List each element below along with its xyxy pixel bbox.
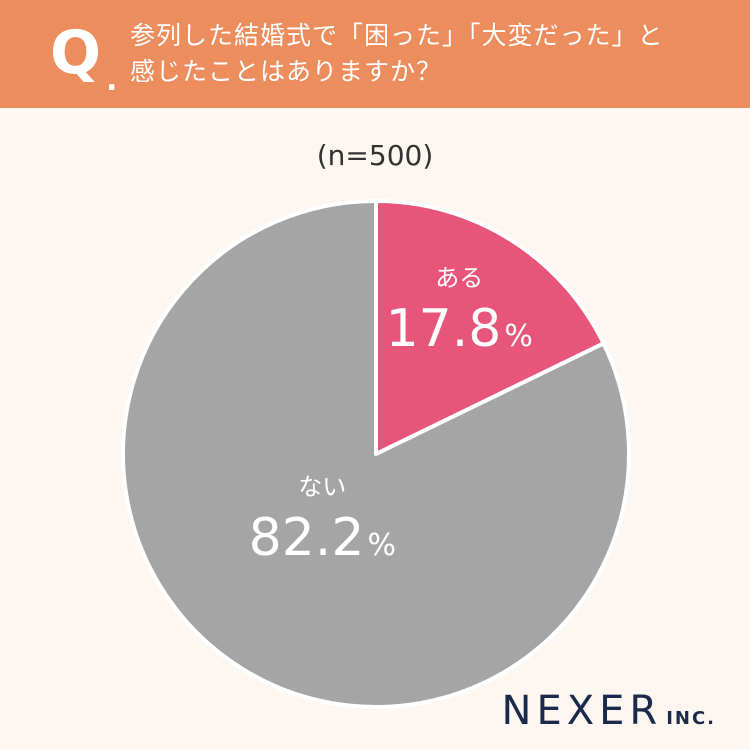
pie-slice-value-label: 82.2% xyxy=(249,508,396,568)
question-header: Q . 参列した結婚式で「困った」「大変だった」と 感じたことはありますか？ xyxy=(0,0,750,108)
pie-slice-label-group-2: ない 82.2% xyxy=(249,473,396,568)
brand-suffix: INC. xyxy=(666,708,716,729)
question-line-2: 感じたことはありますか？ xyxy=(130,57,443,86)
pie-slice-1 xyxy=(374,199,606,456)
pie-slice-value-label: 17.8% xyxy=(386,299,533,359)
pie-slice-label-group-1: ある 17.8% xyxy=(386,264,533,359)
brand-name: NEXER xyxy=(501,688,663,734)
question-text: 参列した結婚式で「困った」「大変だった」と 感じたことはありますか？ xyxy=(130,18,720,90)
sample-size-label: (n=500) xyxy=(316,139,434,172)
brand-logo: NEXER INC. xyxy=(502,688,716,734)
pie-slice-category-label: ない xyxy=(298,473,346,501)
question-letter: Q xyxy=(50,18,102,88)
question-line-1: 参列した結婚式で「困った」「大変だった」と xyxy=(130,21,664,50)
question-dot: . xyxy=(106,63,118,98)
pie-slice-2 xyxy=(121,199,631,709)
pie-slice-category-label: ある xyxy=(435,264,483,292)
question-mark-badge: Q . xyxy=(50,18,120,96)
